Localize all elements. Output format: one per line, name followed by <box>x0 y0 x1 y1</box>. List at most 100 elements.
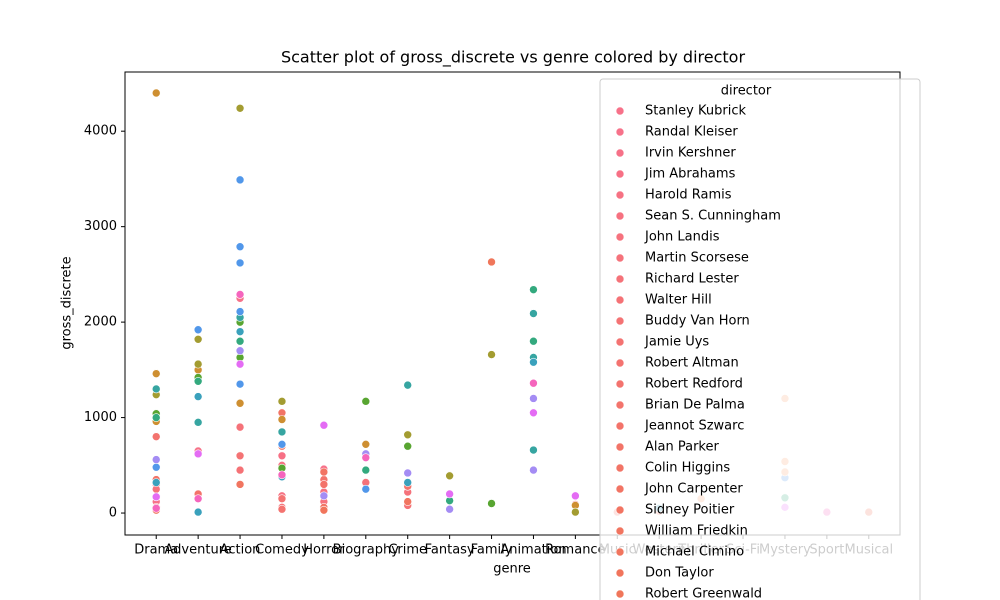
point <box>529 408 538 418</box>
legend-title: director <box>721 84 772 99</box>
point <box>235 307 245 316</box>
y-tick-label: 4000 <box>84 124 117 139</box>
point <box>235 242 245 251</box>
x-tick-label: Biography <box>333 543 400 558</box>
point <box>235 258 245 268</box>
legend-label: Walter Hill <box>645 293 712 308</box>
point <box>151 384 161 394</box>
point <box>151 455 161 464</box>
legend-marker <box>615 379 625 389</box>
point <box>277 397 287 406</box>
legend-label: John Carpenter <box>644 482 743 497</box>
legend-label: Sean S. Cunningham <box>645 209 781 224</box>
point <box>487 499 496 508</box>
point <box>235 346 245 356</box>
point <box>277 415 287 424</box>
legend-marker <box>615 358 625 368</box>
legend-marker <box>615 106 625 116</box>
legend-label: Jamie Uys <box>644 335 709 350</box>
point <box>319 420 329 430</box>
point <box>529 378 538 388</box>
legend-marker <box>615 505 625 515</box>
legend-label: Don Taylor <box>645 566 714 581</box>
point <box>361 484 371 494</box>
legend-marker <box>615 463 625 473</box>
point <box>151 478 161 487</box>
point <box>529 465 538 475</box>
point <box>529 394 538 403</box>
point <box>571 491 580 501</box>
point <box>361 440 371 449</box>
legend-marker <box>615 337 625 347</box>
point <box>193 359 203 369</box>
point <box>277 451 287 461</box>
y-tick-label: 1000 <box>84 410 117 425</box>
point <box>445 504 454 514</box>
x-tick-label: Comedy <box>255 543 309 558</box>
point <box>571 507 580 517</box>
point <box>193 392 203 401</box>
legend-label: Brian De Palma <box>645 398 745 413</box>
point <box>319 505 329 515</box>
legend-marker <box>615 568 625 578</box>
point <box>361 465 371 475</box>
point <box>403 497 413 506</box>
point <box>235 336 245 346</box>
x-tick-label: Crime <box>388 543 427 558</box>
point <box>529 445 538 455</box>
point <box>529 309 538 318</box>
y-tick-label: 0 <box>109 506 117 521</box>
point <box>277 494 287 504</box>
legend-label: William Friedkin <box>645 524 748 539</box>
legend-marker <box>615 547 625 557</box>
point <box>235 327 245 336</box>
legend-marker <box>615 148 625 158</box>
legend-label: Jim Abrahams <box>644 167 736 182</box>
legend-label: Sidney Poitier <box>645 503 735 518</box>
point <box>403 468 413 478</box>
point <box>235 175 245 185</box>
point <box>529 285 538 294</box>
point <box>277 504 287 514</box>
legend-marker <box>615 295 625 305</box>
point <box>445 471 454 481</box>
y-tick-label: 3000 <box>84 219 117 234</box>
legend-label: Buddy Van Horn <box>645 314 750 329</box>
point <box>403 478 413 487</box>
point <box>319 491 329 501</box>
legend-marker <box>615 169 625 179</box>
legend-marker <box>615 421 625 431</box>
point <box>235 422 245 432</box>
point <box>529 336 538 346</box>
legend-label: Alan Parker <box>645 440 719 455</box>
point <box>403 380 413 390</box>
legend-label: Robert Redford <box>645 377 743 392</box>
y-axis-label: gross_discrete <box>60 256 75 349</box>
legend-label: Robert Altman <box>645 356 739 371</box>
point <box>151 492 161 502</box>
point <box>235 359 245 369</box>
x-tick-label: Animation <box>500 543 566 558</box>
point <box>529 357 538 367</box>
point <box>235 480 245 489</box>
point <box>235 103 245 113</box>
legend-label: Robert Greenwald <box>645 587 762 600</box>
legend-marker <box>615 253 625 263</box>
point <box>403 441 413 451</box>
point <box>151 88 161 98</box>
x-tick-label: Fantasy <box>425 543 475 558</box>
point <box>403 430 413 440</box>
point <box>319 467 329 477</box>
legend-label: Jeannot Szwarc <box>644 419 744 434</box>
point <box>193 507 203 517</box>
legend-label: Harold Ramis <box>645 188 732 203</box>
point <box>319 480 329 489</box>
legend-label: Randal Kleiser <box>645 125 738 140</box>
point <box>235 465 245 475</box>
legend-label: Richard Lester <box>645 272 739 287</box>
x-tick-label: Adventure <box>165 543 232 558</box>
legend-marker <box>615 526 625 536</box>
legend-label: John Landis <box>644 230 720 245</box>
point <box>277 427 287 437</box>
point <box>235 398 245 408</box>
